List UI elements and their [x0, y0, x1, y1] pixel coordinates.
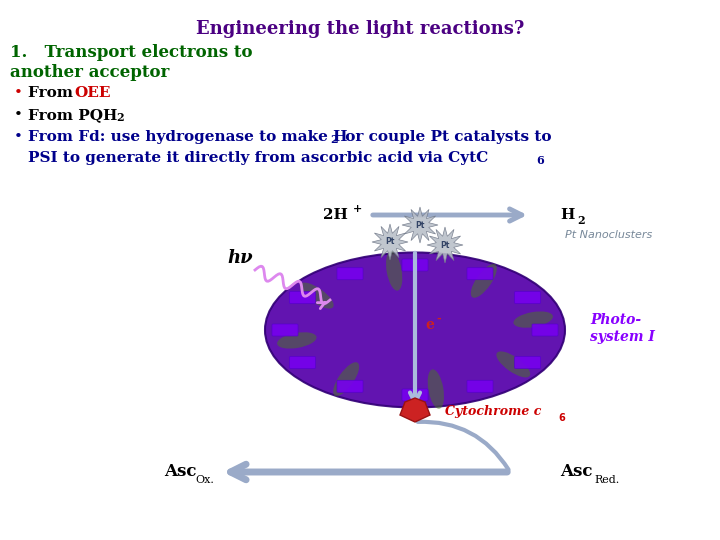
- Text: From PQH: From PQH: [28, 108, 117, 122]
- FancyBboxPatch shape: [402, 259, 428, 271]
- Text: Asc: Asc: [560, 463, 593, 481]
- Text: H: H: [560, 208, 575, 222]
- Text: Red.: Red.: [594, 475, 619, 485]
- Ellipse shape: [513, 312, 553, 328]
- FancyBboxPatch shape: [337, 268, 363, 280]
- FancyBboxPatch shape: [515, 356, 541, 368]
- Text: +: +: [352, 202, 361, 213]
- Text: 6: 6: [536, 155, 544, 166]
- Text: 2: 2: [116, 112, 124, 123]
- Ellipse shape: [496, 352, 530, 377]
- Text: hν: hν: [228, 249, 253, 267]
- Text: Asc: Asc: [163, 463, 197, 481]
- Ellipse shape: [333, 362, 359, 396]
- Text: Pt: Pt: [441, 240, 450, 249]
- Text: PSI to generate it directly from ascorbic acid via CytC: PSI to generate it directly from ascorbi…: [28, 151, 488, 165]
- Text: Pt: Pt: [385, 238, 395, 246]
- Polygon shape: [372, 224, 408, 260]
- FancyBboxPatch shape: [532, 324, 558, 336]
- FancyBboxPatch shape: [272, 324, 298, 336]
- Ellipse shape: [277, 332, 317, 349]
- Text: •: •: [14, 86, 23, 100]
- Ellipse shape: [265, 253, 565, 408]
- Text: or couple Pt catalysts to: or couple Pt catalysts to: [340, 130, 552, 144]
- Text: Ox.: Ox.: [196, 475, 215, 485]
- Text: •: •: [14, 108, 23, 122]
- Text: Photo-: Photo-: [590, 313, 641, 327]
- Polygon shape: [402, 207, 438, 243]
- Text: another acceptor: another acceptor: [10, 64, 169, 81]
- Ellipse shape: [471, 264, 497, 298]
- Text: system I: system I: [590, 330, 655, 344]
- Text: 2: 2: [330, 134, 338, 145]
- FancyBboxPatch shape: [289, 292, 315, 303]
- Text: From Fd: use hydrogenase to make H: From Fd: use hydrogenase to make H: [28, 130, 348, 144]
- Text: 1.   Transport electrons to: 1. Transport electrons to: [10, 44, 253, 61]
- Text: Pt Nanoclusters: Pt Nanoclusters: [565, 230, 652, 240]
- Text: •: •: [14, 130, 23, 144]
- FancyBboxPatch shape: [515, 292, 541, 303]
- FancyBboxPatch shape: [467, 268, 493, 280]
- Text: Cytochrome c: Cytochrome c: [445, 406, 541, 419]
- FancyArrowPatch shape: [418, 422, 508, 470]
- Text: -: -: [436, 314, 441, 324]
- FancyBboxPatch shape: [467, 380, 493, 392]
- Text: 6: 6: [558, 413, 564, 423]
- Text: Pt: Pt: [415, 220, 425, 230]
- Ellipse shape: [300, 282, 333, 308]
- Polygon shape: [400, 398, 430, 422]
- FancyBboxPatch shape: [289, 356, 315, 368]
- Ellipse shape: [386, 251, 402, 291]
- FancyBboxPatch shape: [402, 389, 428, 401]
- Text: e: e: [425, 318, 434, 332]
- Text: 2: 2: [577, 215, 585, 226]
- Ellipse shape: [428, 369, 444, 409]
- Text: From: From: [28, 86, 78, 100]
- Text: OEE: OEE: [74, 86, 110, 100]
- Text: Engineering the light reactions?: Engineering the light reactions?: [196, 20, 524, 38]
- Text: 2H: 2H: [323, 208, 348, 222]
- Polygon shape: [427, 227, 463, 263]
- FancyBboxPatch shape: [337, 380, 363, 392]
